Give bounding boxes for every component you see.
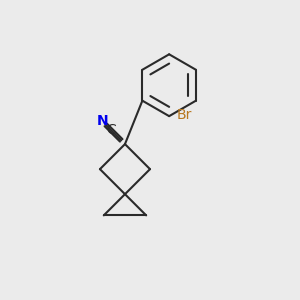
- Text: Br: Br: [176, 108, 192, 122]
- Text: N: N: [96, 114, 108, 128]
- Text: C: C: [106, 123, 116, 137]
